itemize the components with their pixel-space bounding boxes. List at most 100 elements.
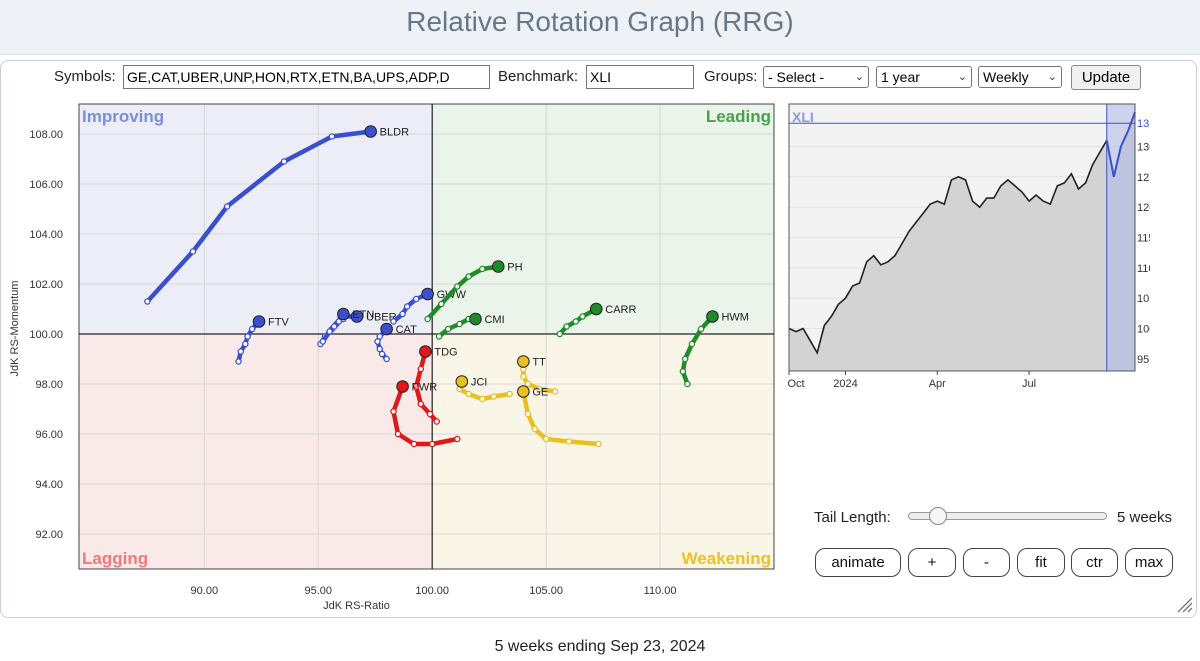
series-ge: GE	[517, 385, 602, 448]
tail-point	[326, 328, 333, 335]
price-y-tick-label: 95	[1137, 354, 1149, 366]
y-tick-label: 104.00	[29, 229, 63, 241]
tail-point	[330, 323, 338, 330]
interval-select[interactable]: Weekly ⌄	[978, 66, 1062, 88]
price-x-tick-label: Oct	[787, 378, 804, 390]
series-label: FTV	[268, 317, 289, 329]
tail-point	[280, 158, 288, 165]
tail-length-slider[interactable]	[908, 507, 1107, 525]
benchmark-price-chart: XLI 95 100 105 110 115 120 125 130 Oct 2024 Apr Jul…	[787, 103, 1150, 390]
tail-point	[681, 355, 689, 363]
tail-point	[394, 430, 402, 438]
head-marker-carr	[589, 302, 603, 316]
head-marker-ph	[491, 260, 505, 273]
series-label: HWM	[721, 312, 749, 324]
y-tick-label: 100.00	[29, 329, 63, 341]
head-marker-pwr	[396, 380, 409, 393]
tail-line-pwr	[391, 384, 460, 447]
series-pwr: PWR	[390, 380, 461, 448]
tail-point	[412, 383, 420, 390]
rrg-chart[interactable]: Improving Leading Lagging Weakening 90.0…	[0, 96, 780, 616]
tail-point	[479, 265, 486, 273]
zoom-in-button[interactable]: +	[908, 548, 956, 577]
series-cat: CAT	[374, 322, 417, 363]
price-y-tick-label: 130	[1137, 141, 1150, 153]
symbols-label: Symbols:	[54, 68, 116, 85]
tail-point	[390, 408, 397, 415]
tail-point	[410, 440, 418, 448]
series-etn: ETN	[319, 307, 374, 345]
series-label: GE	[532, 387, 548, 399]
y-tick-label: 94.00	[35, 479, 63, 491]
head-marker-jci	[455, 375, 469, 388]
period-select[interactable]: 1 year ⌄	[876, 66, 972, 88]
symbols-input[interactable]: GE,CAT,UBER,UNP,HON,RTX,ETN,BA,UPS,ADP,D	[123, 65, 490, 89]
slider-knob[interactable]	[929, 507, 948, 525]
update-button[interactable]: Update	[1071, 65, 1141, 90]
tail-point	[383, 355, 390, 363]
tail-point	[319, 338, 327, 345]
tail-point	[465, 273, 472, 280]
center-button[interactable]: ctr	[1071, 548, 1118, 577]
x-axis-label: JdK RS-Ratio	[323, 600, 390, 612]
tail-point	[524, 380, 532, 388]
tail-point	[524, 410, 532, 418]
axis-ticks: 90.00 95.00 100.00 105.00 110.00 92.00 94.00 96…	[29, 129, 676, 597]
x-tick-label: 90.00	[191, 585, 219, 597]
tail-point	[565, 438, 573, 445]
series-label: TDG	[434, 347, 457, 359]
tail-highlight-region	[1106, 104, 1135, 371]
tail-point	[531, 425, 538, 433]
fit-button[interactable]: fit	[1017, 548, 1065, 577]
chevron-down-icon: ⌄	[854, 71, 864, 83]
animate-button[interactable]: animate	[815, 548, 901, 577]
x-tick-label: 105.00	[529, 585, 563, 597]
y-tick-label: 106.00	[29, 179, 63, 191]
quadrant-label-weakening: Weakening	[682, 549, 771, 568]
tail-point	[506, 390, 513, 398]
benchmark-input[interactable]: XLI	[586, 65, 694, 89]
period-select-value: 1 year	[881, 69, 920, 85]
head-marker-tdg	[419, 345, 432, 358]
y-axis-label: JdK RS-Momentum	[9, 281, 21, 377]
tail-length-value: 5 weeks	[1117, 509, 1173, 526]
price-y-tick-label: 120	[1137, 202, 1150, 214]
tail-point	[697, 325, 705, 333]
tail-point	[435, 333, 443, 340]
quadrant-label-leading: Leading	[706, 107, 771, 126]
tail-point	[579, 313, 586, 320]
tail-point	[595, 440, 602, 448]
series-label: TT	[532, 357, 546, 369]
series-ph: PH	[424, 260, 523, 323]
head-marker-ftv	[252, 315, 266, 328]
resize-handle-icon[interactable]	[1174, 594, 1194, 614]
tail-point	[454, 435, 461, 443]
tail-point	[417, 400, 425, 408]
tail-point	[237, 348, 245, 355]
price-y-tick-label: 125	[1137, 172, 1150, 184]
series-label: CARR	[605, 304, 636, 316]
head-marker-cat	[380, 322, 393, 336]
quadrant-weakening	[432, 334, 774, 569]
tail-point	[223, 203, 231, 210]
series-label: UBER	[366, 312, 397, 324]
tail-point	[465, 390, 472, 398]
series-label: PWR	[412, 382, 438, 394]
tail-point	[235, 358, 242, 365]
tail-point	[556, 330, 564, 338]
price-chart-frame	[788, 103, 1136, 372]
head-marker-gww	[421, 287, 434, 301]
tail-point	[688, 340, 696, 348]
tail-point	[424, 315, 431, 323]
max-button[interactable]: max	[1125, 548, 1173, 577]
tail-point	[399, 310, 406, 318]
tail-point	[433, 418, 441, 425]
tail-point	[536, 385, 543, 393]
tail-point	[572, 318, 580, 325]
header-bar: Relative Rotation Graph (RRG)	[0, 0, 1200, 55]
head-marker-tt	[517, 355, 530, 368]
groups-select[interactable]: - Select - ⌄	[763, 66, 869, 88]
tail-point	[426, 410, 434, 418]
zoom-out-button[interactable]: -	[963, 548, 1010, 577]
